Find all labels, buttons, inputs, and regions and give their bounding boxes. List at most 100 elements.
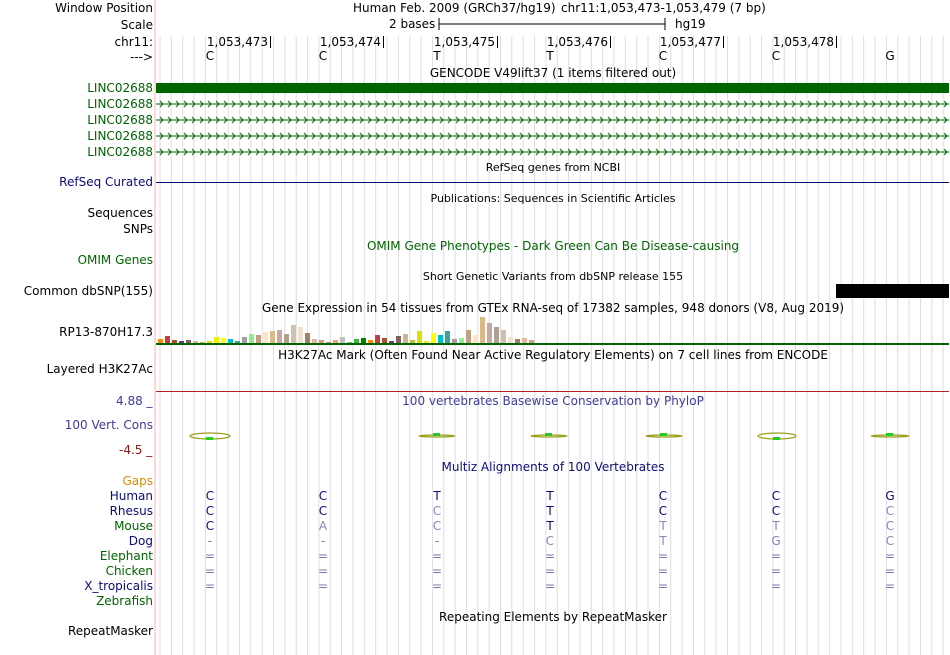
position-readout[interactable]: chr11:1,053,473-1,053,479 (7 bp)	[561, 1, 766, 15]
gtex-tissue-bar[interactable]	[459, 338, 464, 343]
gtex-tissue-bar[interactable]	[438, 335, 443, 343]
gtex-tissue-bar[interactable]	[193, 341, 198, 343]
gtex-tissue-bar[interactable]	[291, 325, 296, 343]
gtex-tissue-bar[interactable]	[361, 338, 366, 343]
gtex-tissue-bar[interactable]	[298, 327, 303, 343]
gencode-intron-line[interactable]	[156, 130, 949, 142]
gtex-expression-bars[interactable]	[156, 314, 949, 345]
strand-arrow	[391, 116, 396, 124]
conservation-score-glyph[interactable]	[189, 432, 231, 440]
gtex-tissue-bar[interactable]	[452, 339, 457, 343]
gtex-tissue-bar[interactable]	[305, 333, 310, 343]
gencode-intron-line[interactable]	[156, 114, 949, 126]
gtex-tissue-bar[interactable]	[200, 342, 205, 343]
gtex-tissue-bar[interactable]	[158, 339, 163, 343]
gtex-tissue-bar[interactable]	[207, 341, 212, 343]
gtex-tissue-bar[interactable]	[508, 337, 513, 343]
conservation-wiggle[interactable]	[156, 425, 949, 449]
gtex-tissue-bar[interactable]	[410, 340, 415, 343]
dbsnp-variant[interactable]	[836, 284, 949, 298]
gencode-gene-label[interactable]: LINC02688	[87, 129, 153, 143]
gaps-label[interactable]: Gaps	[122, 474, 153, 488]
gtex-tissue-bar[interactable]	[284, 334, 289, 343]
gtex-tissue-bar[interactable]	[529, 340, 534, 343]
gtex-tissue-bar[interactable]	[445, 331, 450, 343]
gtex-tissue-bar[interactable]	[235, 341, 240, 343]
conservation-score-glyph[interactable]	[757, 432, 797, 440]
gencode-gene-label[interactable]: LINC02688	[87, 113, 153, 127]
gtex-tissue-bar[interactable]	[277, 330, 282, 343]
gtex-tissue-bar[interactable]	[228, 339, 233, 343]
gtex-label[interactable]: RP13-870H17.3	[59, 325, 153, 339]
multiz-species-label[interactable]: Human	[109, 489, 153, 503]
omim-label[interactable]: OMIM Genes	[77, 253, 153, 267]
multiz-species-label[interactable]: Rhesus	[109, 504, 153, 518]
conservation-score-glyph[interactable]	[418, 433, 456, 438]
refseq-feature[interactable]	[156, 182, 949, 183]
gencode-exon-block[interactable]	[156, 83, 949, 93]
multiz-species-label[interactable]: Elephant	[99, 549, 153, 563]
strand-arrow	[183, 116, 188, 124]
gtex-tissue-bar[interactable]	[340, 337, 345, 343]
gtex-tissue-bar[interactable]	[431, 333, 436, 343]
gtex-tissue-bar[interactable]	[515, 339, 520, 343]
refseq-label[interactable]: RefSeq Curated	[59, 175, 153, 189]
gtex-tissue-bar[interactable]	[375, 335, 380, 343]
gtex-tissue-bar[interactable]	[347, 342, 352, 343]
gtex-tissue-bar[interactable]	[172, 340, 177, 343]
publications-snps-label[interactable]: SNPs	[123, 222, 153, 236]
gtex-tissue-bar[interactable]	[403, 334, 408, 343]
multiz-species-label[interactable]: X_tropicalis	[84, 579, 153, 593]
multiz-species-label[interactable]: Chicken	[105, 564, 153, 578]
gtex-tissue-bar[interactable]	[186, 340, 191, 343]
gtex-tissue-bar[interactable]	[319, 340, 324, 343]
gtex-tissue-bar[interactable]	[382, 338, 387, 343]
gtex-tissue-bar[interactable]	[326, 342, 331, 343]
gtex-tissue-bar[interactable]	[249, 334, 254, 343]
conservation-score-glyph[interactable]	[530, 433, 568, 438]
dbsnp-label[interactable]: Common dbSNP(155)	[23, 284, 153, 298]
conservation-score-glyph[interactable]	[645, 433, 683, 438]
gtex-tissue-bar[interactable]	[221, 338, 226, 343]
gtex-tissue-bar[interactable]	[368, 340, 373, 343]
gtex-tissue-bar[interactable]	[473, 335, 478, 343]
gtex-tissue-bar[interactable]	[165, 336, 170, 343]
strand-arrow	[695, 148, 700, 156]
publications-sequences-label[interactable]: Sequences	[87, 206, 153, 220]
gtex-tissue-bar[interactable]	[214, 337, 219, 343]
multiz-species-label[interactable]: Zebrafish	[96, 594, 153, 608]
gtex-tissue-bar[interactable]	[270, 331, 275, 343]
gtex-tissue-bar[interactable]	[312, 339, 317, 343]
strand-arrow	[903, 100, 908, 108]
gtex-tissue-bar[interactable]	[354, 339, 359, 343]
gencode-intron-line[interactable]	[156, 146, 949, 158]
conservation-label[interactable]: 100 Vert. Cons	[64, 418, 153, 432]
strand-arrow	[551, 132, 556, 140]
gtex-tissue-bar[interactable]	[501, 330, 506, 343]
gtex-tissue-bar[interactable]	[333, 340, 338, 343]
repeatmasker-label[interactable]: RepeatMasker	[67, 624, 153, 638]
gtex-tissue-bar[interactable]	[256, 335, 261, 343]
gtex-tissue-bar[interactable]	[487, 323, 492, 343]
gtex-tissue-bar[interactable]	[417, 331, 422, 343]
gtex-tissue-bar[interactable]	[494, 327, 499, 343]
gtex-tissue-bar[interactable]	[396, 336, 401, 343]
multiz-species-label[interactable]: Mouse	[114, 519, 153, 533]
gencode-gene-label[interactable]: LINC02688	[87, 81, 153, 95]
gtex-tissue-bar[interactable]	[242, 337, 247, 343]
gencode-intron-line[interactable]	[156, 98, 949, 110]
strand-arrow	[527, 132, 532, 140]
gtex-tissue-bar[interactable]	[424, 341, 429, 343]
conservation-score-glyph[interactable]	[870, 433, 910, 438]
gencode-gene-label[interactable]: LINC02688	[87, 145, 153, 159]
gtex-tissue-bar[interactable]	[480, 317, 485, 343]
gtex-tissue-bar[interactable]	[389, 341, 394, 343]
gencode-gene-label[interactable]: LINC02688	[87, 97, 153, 111]
gtex-tissue-bar[interactable]	[466, 330, 471, 343]
gtex-tissue-bar[interactable]	[179, 341, 184, 343]
h3k27ac-label[interactable]: Layered H3K27Ac	[46, 362, 153, 376]
gtex-tissue-bar[interactable]	[263, 332, 268, 343]
gtex-tissue-bar[interactable]	[522, 338, 527, 343]
multiz-species-label[interactable]: Dog	[128, 534, 153, 548]
strand-arrow	[575, 116, 580, 124]
